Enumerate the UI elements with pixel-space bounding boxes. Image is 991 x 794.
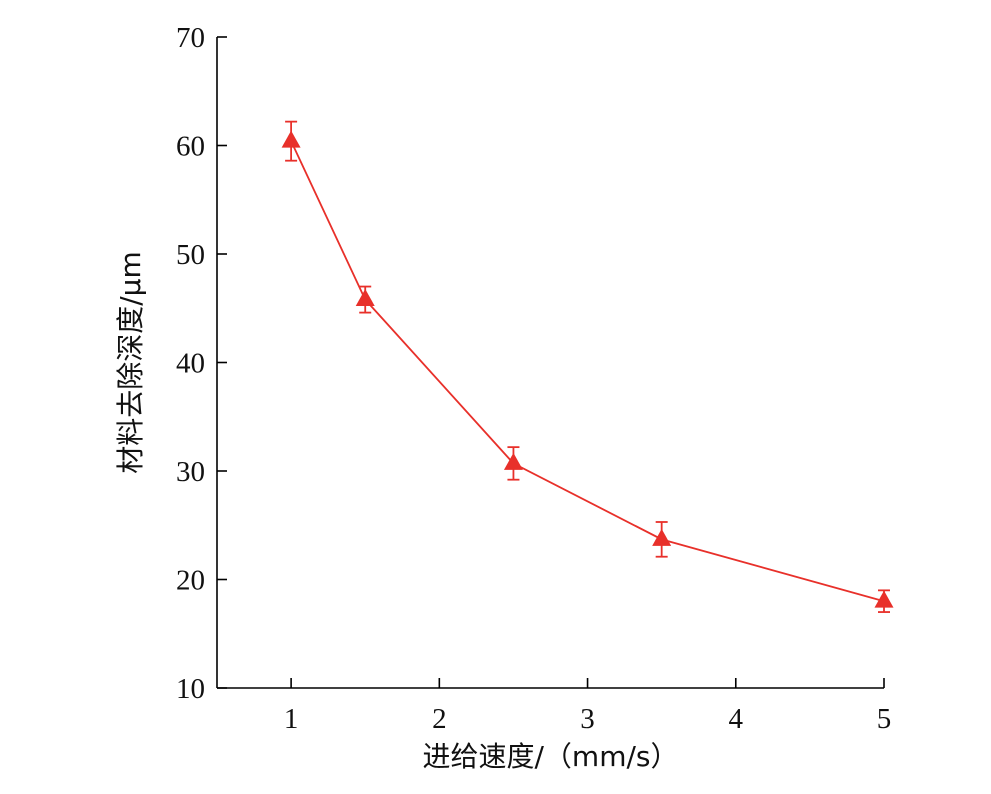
y-tick-label: 20 <box>176 565 205 597</box>
plot-area <box>281 120 894 613</box>
y-tick-label: 10 <box>176 673 205 705</box>
y-ticks: 10 20 30 40 50 60 70 <box>176 22 227 705</box>
x-tick-label: 1 <box>284 703 299 735</box>
x-ticks: 1 2 3 4 5 <box>284 678 891 735</box>
data-point <box>874 590 894 608</box>
data-point <box>355 289 375 307</box>
x-tick-label: 4 <box>729 703 744 735</box>
x-tick-label: 3 <box>580 703 595 735</box>
y-axis-title: 材料去除深度/μm <box>114 251 147 474</box>
y-tick-label: 50 <box>176 239 205 271</box>
y-tick-label: 70 <box>176 22 205 54</box>
x-axis-title: 进给速度/（mm/s） <box>422 740 678 773</box>
axes <box>216 37 884 689</box>
y-tick-label: 60 <box>176 131 205 163</box>
data-point <box>652 528 672 546</box>
x-tick-label: 2 <box>432 703 447 735</box>
series-line <box>290 140 885 603</box>
data-point <box>281 130 301 148</box>
x-tick-label: 5 <box>877 703 892 735</box>
data-point <box>503 452 523 470</box>
y-tick-label: 30 <box>176 456 205 488</box>
y-tick-label: 40 <box>176 348 205 380</box>
